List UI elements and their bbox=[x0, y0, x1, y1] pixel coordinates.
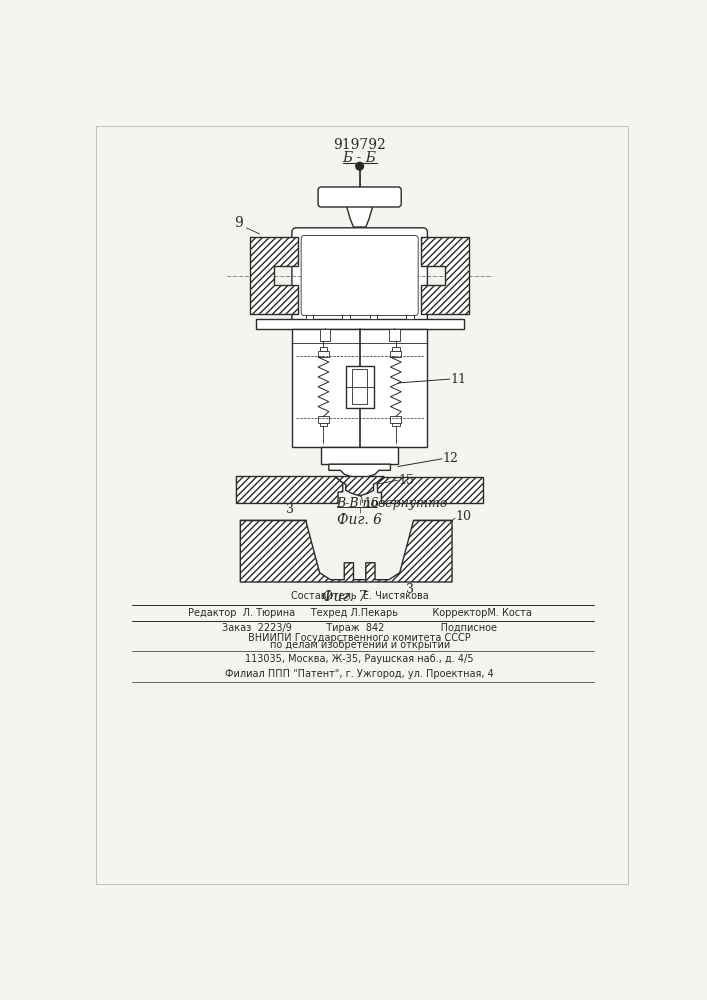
Bar bbox=[342, 309, 350, 319]
Bar bbox=[389, 329, 399, 341]
Text: 9: 9 bbox=[235, 216, 243, 230]
Text: 10: 10 bbox=[456, 510, 472, 523]
Text: 3: 3 bbox=[406, 583, 414, 596]
Bar bbox=[318, 416, 329, 423]
Bar bbox=[292, 329, 428, 447]
FancyBboxPatch shape bbox=[318, 187, 402, 207]
Polygon shape bbox=[421, 237, 469, 314]
Bar bbox=[352, 369, 368, 404]
Bar bbox=[406, 309, 414, 319]
Text: 11: 11 bbox=[450, 373, 467, 386]
Text: Фиг. 7: Фиг. 7 bbox=[322, 590, 367, 604]
Text: по делам изобретений и открытий: по делам изобретений и открытий bbox=[269, 640, 450, 650]
Circle shape bbox=[356, 162, 363, 170]
FancyBboxPatch shape bbox=[301, 235, 418, 316]
Polygon shape bbox=[335, 477, 385, 496]
Text: 3: 3 bbox=[286, 503, 294, 516]
Bar bbox=[321, 447, 398, 464]
Bar bbox=[256, 319, 464, 329]
Text: Редактор  Л. Тюрина     Техред Л.Пекарь           КорректорМ. Коста: Редактор Л. Тюрина Техред Л.Пекарь Корре… bbox=[187, 608, 532, 618]
Bar bbox=[390, 351, 402, 357]
Bar bbox=[392, 347, 399, 351]
Bar bbox=[320, 347, 327, 351]
Text: Составитель  Е. Чистякова: Составитель Е. Чистякова bbox=[291, 591, 428, 601]
Polygon shape bbox=[329, 464, 390, 478]
Bar bbox=[370, 309, 378, 319]
Polygon shape bbox=[346, 204, 373, 227]
Text: 919792: 919792 bbox=[333, 138, 386, 152]
FancyBboxPatch shape bbox=[292, 228, 428, 323]
Bar bbox=[346, 366, 373, 408]
Text: Б - Б: Б - Б bbox=[343, 151, 377, 165]
Polygon shape bbox=[236, 477, 343, 503]
Text: 113035, Москва, Ж-35, Раушская наб., д. 4/5: 113035, Москва, Ж-35, Раушская наб., д. … bbox=[245, 654, 474, 664]
Bar bbox=[320, 329, 330, 341]
Polygon shape bbox=[240, 520, 452, 582]
Bar bbox=[305, 309, 313, 319]
Text: Фиг. 6: Фиг. 6 bbox=[337, 513, 382, 527]
Bar bbox=[320, 423, 327, 426]
Text: ВНИИПИ Государственного комитета СССР: ВНИИПИ Государственного комитета СССР bbox=[248, 633, 471, 643]
Polygon shape bbox=[250, 237, 298, 314]
Bar bbox=[318, 351, 329, 357]
Polygon shape bbox=[377, 477, 483, 503]
Text: Заказ  2223/9           Тираж  842                  Подписное: Заказ 2223/9 Тираж 842 Подписное bbox=[222, 623, 497, 633]
Text: 12: 12 bbox=[443, 452, 459, 465]
Text: Филиал ППП "Патент", г. Ужгород, ул. Проектная, 4: Филиал ППП "Патент", г. Ужгород, ул. Про… bbox=[226, 669, 494, 679]
Text: 15: 15 bbox=[398, 474, 414, 487]
Bar bbox=[392, 423, 399, 426]
Bar bbox=[390, 416, 402, 423]
Text: В-В повернутто: В-В повернутто bbox=[337, 497, 448, 510]
Text: 16: 16 bbox=[363, 497, 380, 510]
